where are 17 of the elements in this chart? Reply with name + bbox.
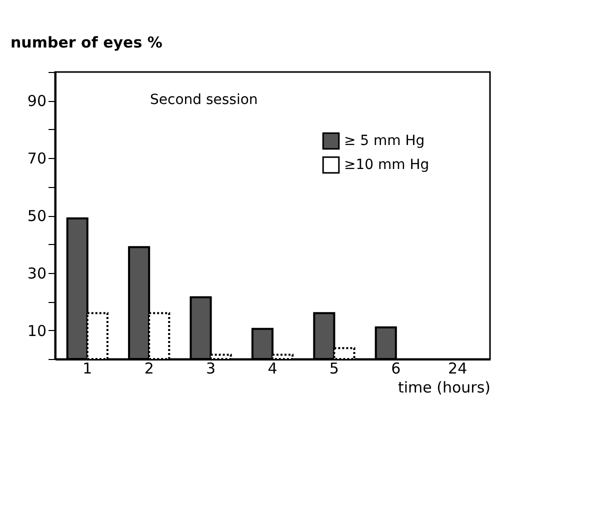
y-tick-label: 30 xyxy=(27,264,46,282)
y-tick-label: 10 xyxy=(27,322,46,340)
x-tick-label: 2 xyxy=(144,360,154,378)
x-axis-title: time (hours) xyxy=(398,378,490,396)
x-tick-label: 24 xyxy=(448,360,468,378)
x-tick-label: 4 xyxy=(268,360,278,378)
x-tick-label: 6 xyxy=(391,360,401,378)
x-tick-label: 5 xyxy=(329,360,339,378)
legend-label: ≥10 mm Hg xyxy=(344,157,430,173)
y-tick-label: 70 xyxy=(27,150,46,168)
legend-label: ≥ 5 mm Hg xyxy=(344,133,425,149)
x-tick-label: 3 xyxy=(206,360,216,378)
y-axis-title: number of eyes % xyxy=(10,34,162,52)
y-tick-label: 90 xyxy=(27,92,46,110)
y-tick-label: 50 xyxy=(27,207,46,225)
annotation: Second session xyxy=(150,92,258,108)
x-tick-label: 1 xyxy=(82,360,92,378)
